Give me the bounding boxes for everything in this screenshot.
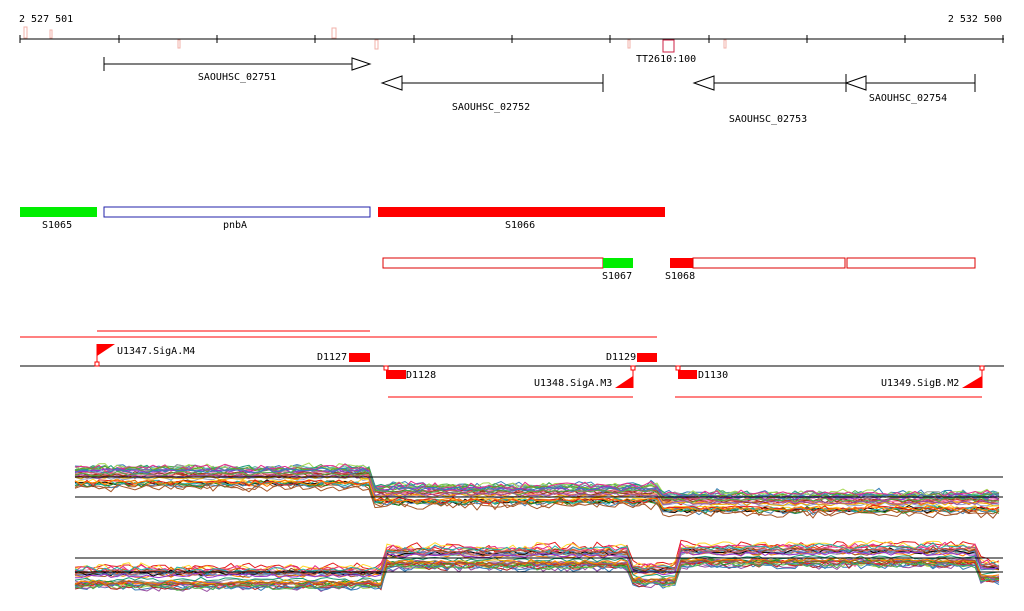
terminator-mark xyxy=(662,39,675,53)
gene-label-02752: SAOUHSC_02752 xyxy=(452,102,530,113)
segment-label-s1068: S1068 xyxy=(665,271,695,282)
gene-label-02751: SAOUHSC_02751 xyxy=(198,72,276,83)
downshift-label-d1127: D1127 xyxy=(317,352,347,363)
expression-trace xyxy=(74,482,1000,519)
axis-ticks xyxy=(19,35,1004,43)
expression-trace xyxy=(74,560,1000,591)
segment-s1068 xyxy=(670,258,693,268)
segment-s1068-part1 xyxy=(692,257,846,269)
promoter-label-u1347: U1347.SigA.M4 xyxy=(117,346,195,357)
downshift-label-d1128: D1128 xyxy=(406,370,436,381)
coordinate-axis: 2 527 501 2 532 500 TT2610:100 xyxy=(19,14,1004,65)
gene-arrow-02753 xyxy=(692,74,847,92)
expression-profile-lower xyxy=(74,539,1000,592)
expression-trace xyxy=(74,470,1000,503)
expression-reference-lines xyxy=(75,476,1003,573)
segment-track xyxy=(20,206,976,269)
segment-s1066-sub xyxy=(382,257,604,269)
terminator-label: TT2610:100 xyxy=(636,54,696,65)
gene-label-02753: SAOUHSC_02753 xyxy=(729,114,807,125)
downshift-block-d1128 xyxy=(386,370,406,379)
gene-label-02754: SAOUHSC_02754 xyxy=(869,93,947,104)
promoter-label-u1348: U1348.SigA.M3 xyxy=(534,378,612,389)
expression-trace xyxy=(75,551,1000,579)
segment-label-s1067: S1067 xyxy=(602,271,632,282)
segment-s1066 xyxy=(378,207,665,217)
expression-trace xyxy=(74,478,1000,513)
axis-end-label: 2 532 500 xyxy=(948,14,1002,25)
expression-trace xyxy=(74,479,1000,513)
segment-s1068-part2 xyxy=(846,257,976,269)
gene-arrow-02754 xyxy=(844,74,976,92)
expression-trace xyxy=(74,546,1000,576)
expression-trace xyxy=(74,480,1000,515)
promoter-track: U1347.SigA.M4 U1348.SigA.M3 U1349.SigB.M… xyxy=(20,330,1004,398)
segment-label-pnba: pnbA xyxy=(223,220,247,231)
segment-label-s1065: S1065 xyxy=(42,220,72,231)
gene-arrow-02752 xyxy=(380,74,604,92)
downshift-block-d1129 xyxy=(637,353,657,362)
promoter-flag-u1349 xyxy=(962,365,985,388)
segment-label-s1066: S1066 xyxy=(505,220,535,231)
downshift-block-d1127 xyxy=(349,353,370,362)
promoter-flag-u1347 xyxy=(94,344,115,367)
promoter-flag-u1348 xyxy=(615,365,636,388)
expression-profile-upper xyxy=(74,462,1000,519)
expression-trace xyxy=(74,463,1000,498)
downshift-label-d1129: D1129 xyxy=(606,352,636,363)
expression-trace xyxy=(74,557,1000,587)
gene-arrow-02751 xyxy=(103,57,372,71)
downshift-label-d1130: D1130 xyxy=(698,370,728,381)
segment-s1065 xyxy=(20,207,97,217)
promoter-label-u1349: U1349.SigB.M2 xyxy=(881,378,959,389)
axis-start-label: 2 527 501 xyxy=(19,14,73,25)
expression-trace xyxy=(74,470,1000,504)
expression-trace xyxy=(74,541,1000,574)
segment-s1067 xyxy=(603,258,633,268)
segment-pnba xyxy=(103,206,371,218)
expression-trace xyxy=(74,539,1000,572)
downshift-block-d1130 xyxy=(678,370,697,379)
minor-feature-marks xyxy=(23,26,727,50)
gene-track xyxy=(103,57,976,92)
expression-trace xyxy=(74,559,1000,591)
